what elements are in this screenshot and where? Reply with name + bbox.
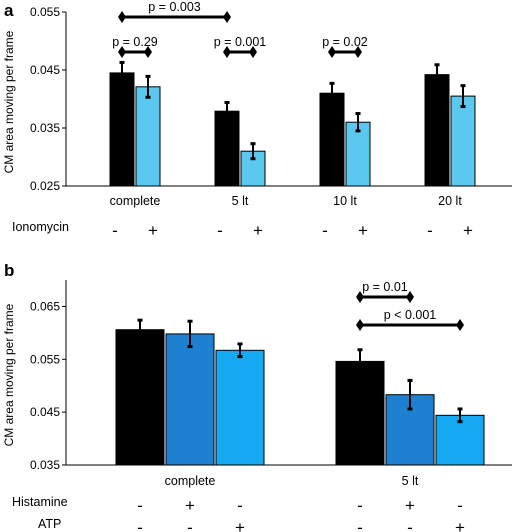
treatment-label: Histamine xyxy=(12,495,68,509)
y-axis-title-a: CM area moving per frame xyxy=(2,30,16,173)
significance-bracket-left-cap xyxy=(223,46,231,58)
y-tick-label: 0.055 xyxy=(30,5,60,19)
bar xyxy=(435,414,485,466)
significance-label: p = 0.01 xyxy=(362,280,408,294)
treatment-label: Ionomycin xyxy=(12,220,69,234)
bar xyxy=(424,74,450,187)
bar xyxy=(115,329,165,466)
y-tick-label: 0.045 xyxy=(30,63,60,77)
category-label: complete xyxy=(165,474,216,488)
bar xyxy=(214,110,240,187)
bar xyxy=(215,349,265,466)
treatment-sign: - xyxy=(322,221,328,240)
treatment-sign: + xyxy=(358,221,368,240)
bar xyxy=(450,95,476,187)
category-label: 10 lt xyxy=(333,194,357,208)
significance-bracket-left-cap xyxy=(118,46,126,58)
treatment-sign: - xyxy=(357,496,363,515)
significance-bracket-left-cap xyxy=(328,46,336,58)
treatment-sign: + xyxy=(148,221,158,240)
y-tick-label: 0.035 xyxy=(30,121,60,135)
treatment-sign: + xyxy=(185,496,195,515)
treatment-sign: - xyxy=(112,221,118,240)
category-label: 5 lt xyxy=(402,474,419,488)
treatment-sign: + xyxy=(253,221,263,240)
treatment-label: ATP xyxy=(38,517,61,531)
significance-bracket-right-cap xyxy=(144,46,152,58)
chart-panel-a: 0.025 0.035 0.045 0.055 complete 5 lt 10 lt 20 … xyxy=(12,0,512,240)
significance-bracket-right-cap xyxy=(354,46,362,58)
significance-bracket-left-cap xyxy=(356,291,364,303)
y-tick-label: 0.035 xyxy=(30,458,60,472)
bar xyxy=(319,92,345,187)
significance-bracket-right-cap xyxy=(249,46,257,58)
treatment-sign: + xyxy=(463,221,473,240)
significance-bracket-right-cap xyxy=(223,11,231,23)
treatment-sign: + xyxy=(455,518,465,532)
bar xyxy=(335,360,385,466)
treatment-sign: - xyxy=(407,518,413,532)
treatment-sign: - xyxy=(137,518,143,532)
treatment-sign: - xyxy=(357,518,363,532)
significance-label: p = 0.02 xyxy=(322,35,368,49)
treatment-sign: - xyxy=(237,496,243,515)
treatment-sign: - xyxy=(457,496,463,515)
significance-bracket-right-cap xyxy=(406,291,414,303)
treatment-sign: + xyxy=(235,518,245,532)
category-label: complete xyxy=(110,194,161,208)
category-label: 20 lt xyxy=(438,194,462,208)
significance-bracket-left-cap xyxy=(118,11,126,23)
y-axis-title-b: CM area moving per frame xyxy=(2,303,16,446)
significance-bracket-right-cap xyxy=(456,319,464,331)
treatment-sign: - xyxy=(187,518,193,532)
treatment-sign: - xyxy=(427,221,433,240)
significance-label: p = 0.29 xyxy=(112,35,158,49)
panel-label-b: b xyxy=(4,261,14,280)
panel-label-a: a xyxy=(4,1,14,20)
y-tick-label: 0.065 xyxy=(30,299,60,313)
category-label: 5 lt xyxy=(232,194,249,208)
y-tick-label: 0.025 xyxy=(30,179,60,193)
significance-bracket-left-cap xyxy=(356,319,364,331)
treatment-sign: - xyxy=(137,496,143,515)
bar xyxy=(345,121,371,187)
y-tick-label: 0.055 xyxy=(30,352,60,366)
significance-label: p = 0.001 xyxy=(214,35,267,49)
bar xyxy=(109,72,135,187)
bar xyxy=(135,86,161,187)
treatment-sign: + xyxy=(405,496,415,515)
treatment-sign: - xyxy=(217,221,223,240)
bar xyxy=(165,333,215,466)
significance-label: p < 0.001 xyxy=(384,308,437,322)
chart-panel-b: 0.035 0.045 0.055 0.065 complete 5 lt Histamin… xyxy=(12,280,512,532)
y-tick-label: 0.045 xyxy=(30,405,60,419)
significance-label: p = 0.003 xyxy=(148,0,201,14)
